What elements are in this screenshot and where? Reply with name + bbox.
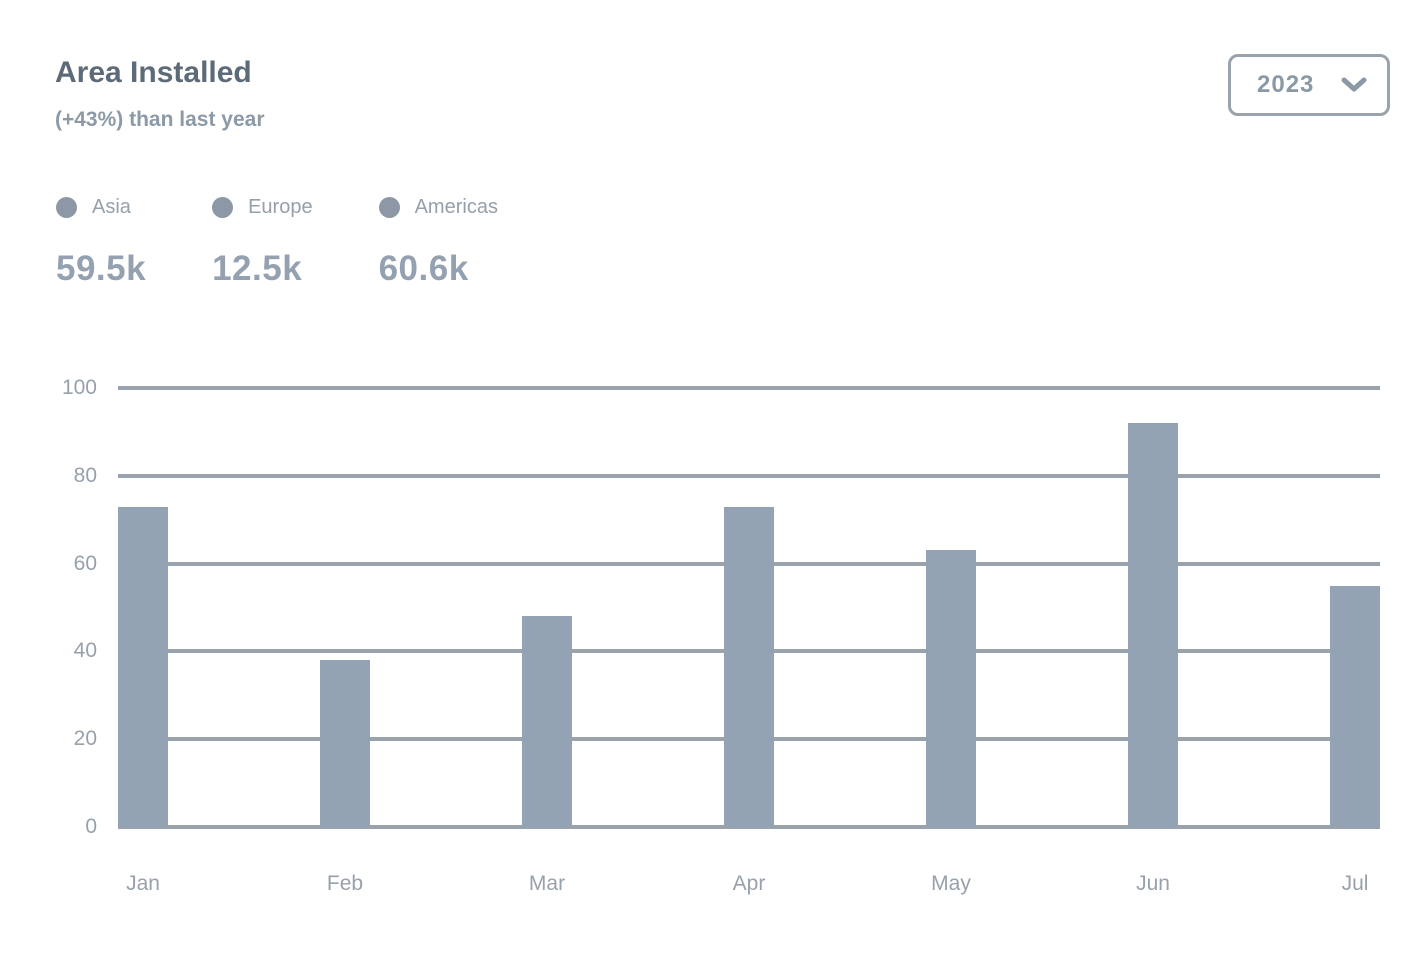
bar-jan[interactable] [118,506,168,827]
x-axis-tick-label: Jun [1136,872,1170,895]
legend-value: 12.5k [212,249,303,288]
x-axis-tick-label: Mar [528,872,566,895]
x-axis-tick-label: May [931,872,971,895]
x-axis-tick-label: Jul [1341,872,1369,895]
dot-icon [56,197,77,218]
chart-title: Area Installed [55,56,252,89]
card-header: Area Installed (+43%) than last year 202… [0,0,1424,132]
legend-item-europe[interactable]: Europe 12.5k [204,196,321,289]
x-axis-tick-label: Apr [732,872,766,895]
legend-head: Asia [56,196,146,219]
legend-head: Americas [378,196,498,219]
x-axis-labels: Jan Feb Mar Apr May Jun Jul [118,862,1380,906]
dot-icon [378,197,400,218]
dot-icon [212,197,234,218]
legend-value: 60.6k [378,249,469,288]
gridline [118,825,1380,829]
chart-subtitle: (+43%) than last year [55,108,265,131]
y-axis-tick-label: 40 [73,639,97,663]
gridline [118,473,1380,478]
bar-jun[interactable] [1128,423,1178,827]
bar-feb[interactable] [320,660,370,827]
y-axis-tick-label: 60 [73,551,97,575]
legend-item-americas[interactable]: Americas 60.6k [371,196,506,289]
y-axis-tick-label: 80 [73,463,97,487]
y-axis-tick-label: 0 [85,815,97,838]
chevron-down-icon [1341,77,1367,93]
legend-item-asia[interactable]: Asia 59.5k [48,196,154,289]
plot-area [118,386,1380,829]
legend-label: Europe [248,196,313,218]
y-axis-tick-label: 20 [73,727,97,751]
x-axis-tick-label: Jan [126,872,160,895]
legend-head: Europe [212,196,313,219]
x-axis-tick-label: Feb [326,872,364,895]
bars-row [118,388,1380,827]
bar-apr[interactable] [724,506,774,827]
legend-label: Asia [92,196,131,218]
header-text: Area Installed (+43%) than last year [55,54,265,132]
bar-jul[interactable] [1330,585,1380,827]
bar-mar[interactable] [522,616,572,827]
y-axis-tick-label: 100 [61,376,97,399]
chart-legend: Asia 59.5k Europe 12.5k Americas 60.6k [48,196,1424,289]
year-select[interactable]: 2023 [1228,54,1390,116]
year-select-value: 2023 [1257,71,1315,98]
y-axis-labels: 0 20 40 60 80 100 [0,376,97,838]
legend-value: 59.5k [56,249,147,288]
legend-label: Americas [414,196,498,218]
gridline [118,386,1380,390]
bar-may[interactable] [926,550,976,827]
